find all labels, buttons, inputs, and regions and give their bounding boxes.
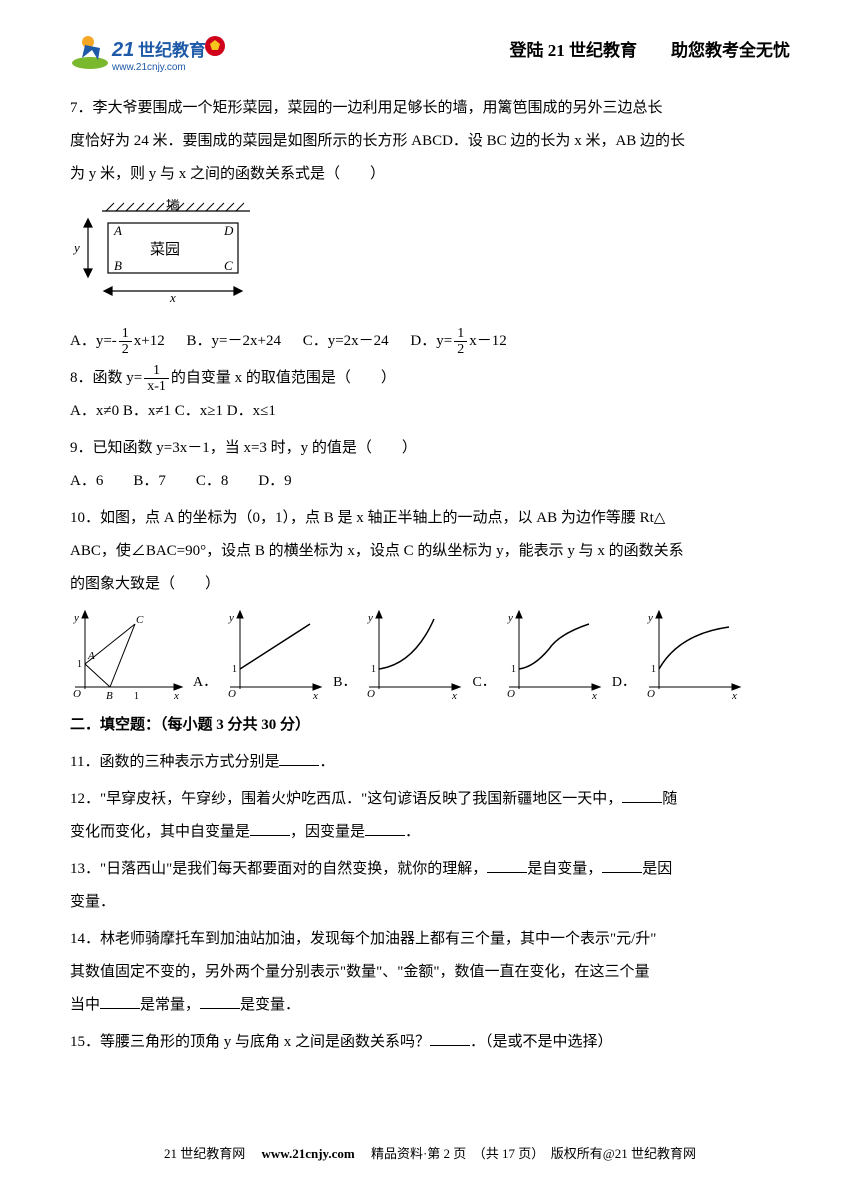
question-13: 13．"日落西山"是我们每天都要面对的自然变换，就你的理解，是自变量，是因 变量… — [70, 853, 790, 919]
svg-text:1: 1 — [77, 659, 82, 670]
section-2-title: 二．填空题：（每小题 3 分共 30 分） — [70, 709, 790, 742]
svg-text:O: O — [73, 688, 81, 699]
q10-graph-c: y x O 1 — [504, 609, 604, 699]
q10-stem-graph: y x O A 1 B 1 C — [70, 609, 185, 699]
question-11: 11．函数的三种表示方式分别是． — [70, 746, 790, 779]
q10-graphs: y x O A 1 B 1 C A． y x O 1 B． — [70, 609, 790, 699]
q10-graph-d: y x O 1 — [644, 609, 744, 699]
svg-text:D: D — [223, 223, 234, 238]
question-8: 8．函数 y=1x-1的自变量 x 的取值范围是（ ） A．x≠0 B．x≠1 … — [70, 362, 790, 428]
q7-line2: 度恰好为 24 米．要围成的菜园是如图所示的长方形 ABCD．设 BC 边的长为… — [70, 125, 790, 158]
svg-text:y: y — [228, 612, 234, 624]
svg-text:x: x — [451, 690, 457, 699]
svg-text:O: O — [647, 688, 655, 699]
q7-line3: 为 y 米，则 y 与 x 之间的函数关系式是（ ） — [70, 158, 790, 191]
q7-line1: 7．李大爷要围成一个矩形菜园，菜园的一边利用足够长的墙，用篱笆围成的另外三边总长 — [70, 92, 790, 125]
svg-text:菜园: 菜园 — [150, 241, 180, 258]
svg-text:A: A — [113, 223, 122, 238]
svg-text:1: 1 — [232, 664, 237, 675]
question-9: 9．已知函数 y=3x－1，当 x=3 时，y 的值是（ ） A．6 B．7 C… — [70, 432, 790, 498]
svg-text:y: y — [367, 612, 373, 624]
page-footer: 21 世纪教育网 www.21cnjy.com 精品资料·第 2 页 （共 17… — [0, 1140, 860, 1169]
q10-graph-b: y x O 1 — [364, 609, 464, 699]
svg-text:x: x — [591, 690, 597, 699]
svg-text:x: x — [312, 690, 318, 699]
q10-label-d: D． — [612, 668, 636, 699]
footer-url: www.21cnjy.com — [262, 1146, 355, 1161]
svg-text:B: B — [114, 258, 122, 273]
header-title: 登陆 21 世纪教育 助您教考全无忧 — [510, 32, 791, 69]
svg-text:C: C — [224, 258, 233, 273]
svg-text:y: y — [647, 612, 653, 624]
svg-text:21: 21 — [111, 39, 134, 61]
q8-post: 的自变量 x 的取值范围是（ ） — [171, 370, 396, 386]
footer-pageinfo: 精品资料·第 2 页 （共 17 页） 版权所有@21 世纪教育网 — [371, 1146, 696, 1161]
svg-text:O: O — [228, 688, 236, 699]
svg-text:B: B — [106, 690, 113, 699]
q8-options: A．x≠0 B．x≠1 C．x≥1 D．x≤1 — [70, 395, 790, 428]
q7-diagram: 墙 A D B C 菜园 y x — [70, 199, 790, 317]
svg-text:1: 1 — [651, 664, 656, 675]
logo: 21 世纪教育 www.21cnjy.com — [70, 30, 240, 72]
q10-label-c: C． — [472, 668, 495, 699]
q10-label-b: B． — [333, 668, 356, 699]
svg-text:y: y — [73, 612, 79, 624]
q9-text: 9．已知函数 y=3x－1，当 x=3 时，y 的值是（ ） — [70, 432, 790, 465]
q10-line3: 的图象大致是（ ） — [70, 568, 790, 601]
svg-text:y: y — [72, 240, 80, 255]
question-14: 14．林老师骑摩托车到加油站加油，发现每个加油器上都有三个量，其中一个表示"元/… — [70, 923, 790, 1022]
q10-line2: ABC，使∠BAC=90°，设点 B 的横坐标为 x，设点 C 的纵坐标为 y，… — [70, 535, 790, 568]
svg-text:x: x — [731, 690, 737, 699]
svg-text:O: O — [367, 688, 375, 699]
question-12: 12．"早穿皮袄，午穿纱，围着火炉吃西瓜．"这句谚语反映了我国新疆地区一天中，随… — [70, 783, 790, 849]
page-header: 21 世纪教育 www.21cnjy.com 登陆 21 世纪教育 助您教考全无… — [70, 30, 790, 72]
svg-text:y: y — [507, 612, 513, 624]
svg-text:O: O — [507, 688, 515, 699]
question-7: 7．李大爷要围成一个矩形菜园，菜园的一边利用足够长的墙，用篱笆围成的另外三边总长… — [70, 92, 790, 358]
q7-options: A．y=-12x+12 B．y=－2x+24 C．y=2x－24 D．y=12x… — [70, 325, 790, 358]
svg-text:C: C — [136, 614, 144, 626]
question-10: 10．如图，点 A 的坐标为（0，1），点 B 是 x 轴正半轴上的一动点，以 … — [70, 502, 790, 699]
svg-text:墙: 墙 — [166, 199, 180, 213]
svg-text:x: x — [173, 690, 179, 699]
question-15: 15．等腰三角形的顶角 y 与底角 x 之间是函数关系吗？．（是或不是中选择） — [70, 1026, 790, 1059]
svg-text:1: 1 — [511, 664, 516, 675]
svg-text:世纪教育: 世纪教育 — [138, 40, 206, 60]
q8-pre: 8．函数 y= — [70, 370, 142, 386]
svg-text:x: x — [169, 290, 176, 304]
q10-line1: 10．如图，点 A 的坐标为（0，1），点 B 是 x 轴正半轴上的一动点，以 … — [70, 502, 790, 535]
q10-graph-a: y x O 1 — [225, 609, 325, 699]
svg-text:1: 1 — [371, 664, 376, 675]
svg-text:A: A — [87, 650, 95, 662]
q10-label-a: A． — [193, 668, 217, 699]
footer-site: 21 世纪教育网 — [164, 1146, 245, 1161]
q9-options: A．6 B．7 C．8 D．9 — [70, 465, 790, 498]
svg-text:1: 1 — [134, 691, 139, 699]
svg-text:www.21cnjy.com: www.21cnjy.com — [111, 62, 186, 72]
